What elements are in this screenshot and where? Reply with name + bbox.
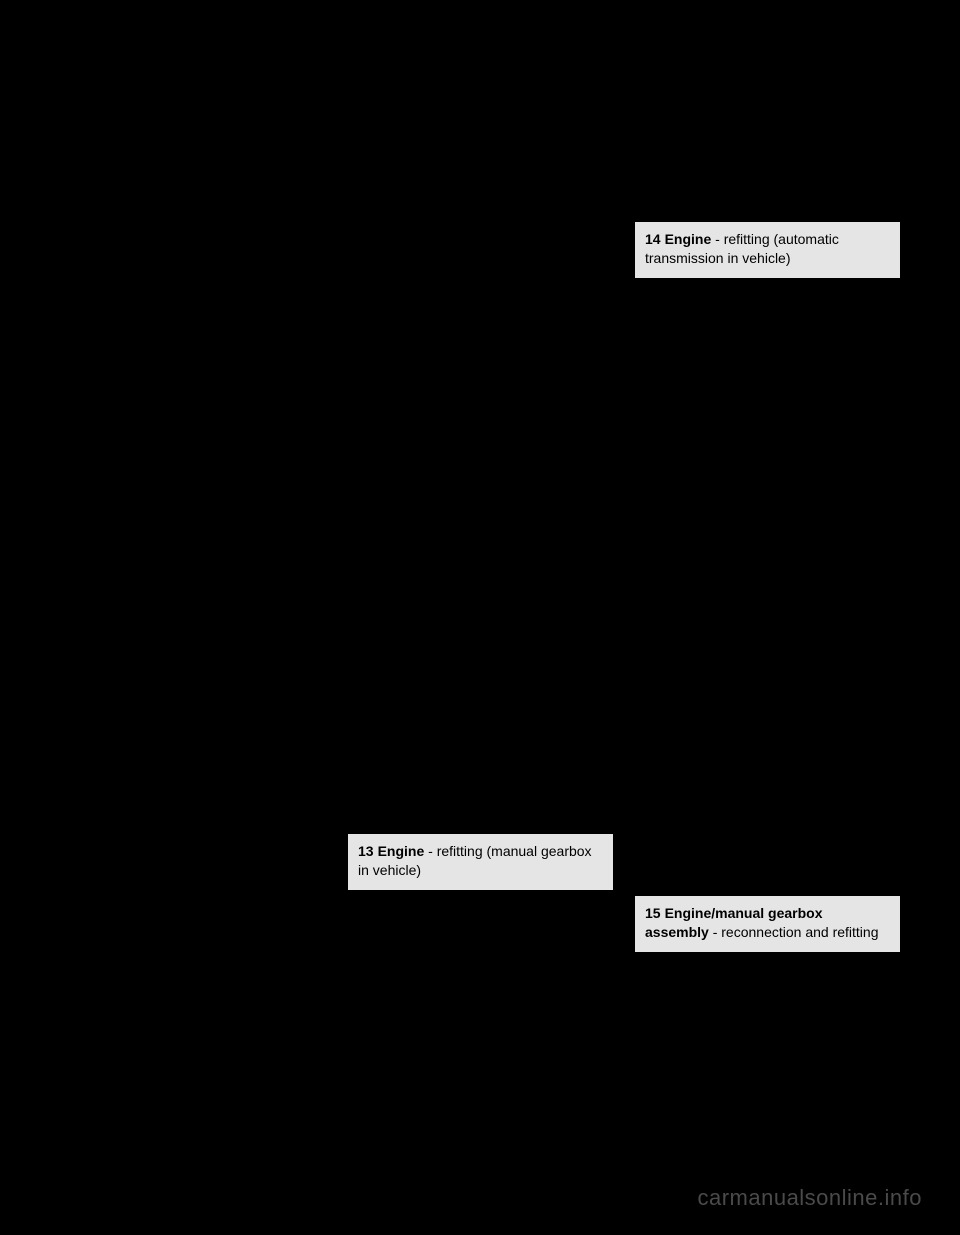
watermark-text: carmanualsonline.info (697, 1185, 922, 1211)
section-13-box: 13Engine - refitting (manual gearbox in … (348, 834, 613, 890)
section-13-title: Engine (378, 843, 425, 859)
section-14-title: Engine (665, 231, 712, 247)
section-15-desc: - reconnection and refitting (709, 924, 879, 940)
section-13-number: 13 (358, 842, 374, 861)
section-14-number: 14 (645, 230, 661, 249)
section-14-box: 14Engine - refitting (automatic transmis… (635, 222, 900, 278)
section-15-number: 15 (645, 904, 661, 923)
section-15-box: 15Engine/manual gearbox assembly - recon… (635, 896, 900, 952)
